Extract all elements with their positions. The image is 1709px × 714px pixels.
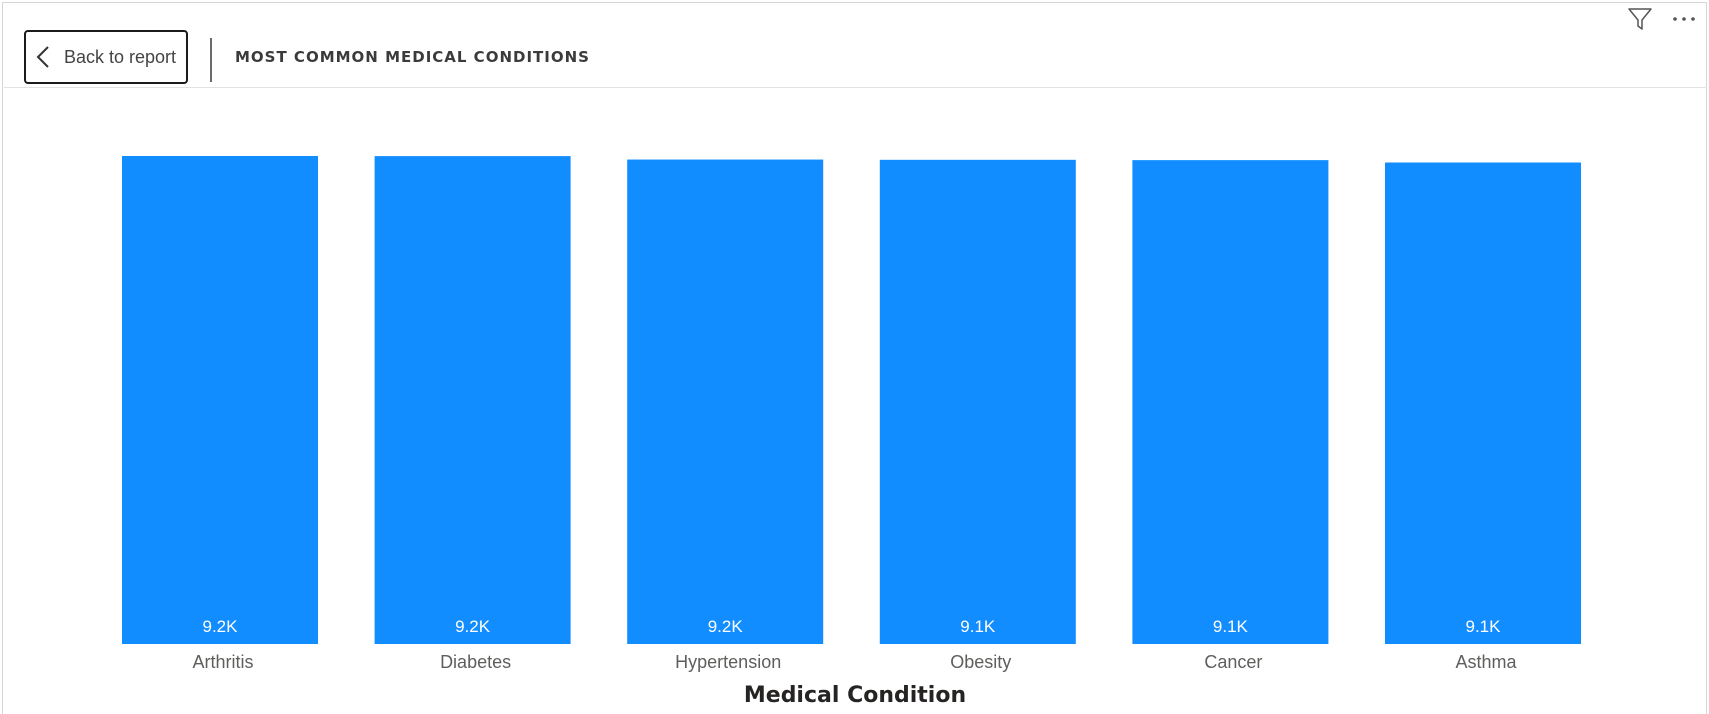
data-label: 9.2K — [708, 617, 744, 636]
data-label: 9.2K — [455, 617, 491, 636]
back-to-report-label: Back to report — [64, 46, 177, 67]
x-axis-title: Medical Condition — [744, 683, 966, 708]
category-tick-label: Cancer — [1204, 652, 1262, 672]
visual-header-icons — [1625, 4, 1699, 34]
category-tick-label: Diabetes — [440, 652, 511, 672]
chevron-left-icon — [32, 43, 54, 71]
bar-obesity[interactable] — [879, 159, 1076, 644]
data-label: 9.1K — [1213, 617, 1249, 636]
more-options-icon[interactable] — [1669, 4, 1699, 34]
category-tick-label: Hypertension — [675, 652, 781, 672]
bar-arthritis[interactable] — [122, 156, 318, 644]
filter-icon[interactable] — [1625, 4, 1655, 34]
bar-hypertension[interactable] — [627, 159, 824, 644]
data-label: 9.2K — [203, 617, 239, 636]
bar-cancer[interactable] — [1132, 160, 1329, 644]
category-tick-label: Obesity — [950, 652, 1011, 672]
back-to-report-button[interactable]: Back to report — [24, 30, 188, 84]
data-label: 9.1K — [1466, 617, 1502, 636]
bar-diabetes[interactable] — [374, 156, 571, 644]
data-label: 9.1K — [960, 617, 996, 636]
category-tick-label: Arthritis — [192, 652, 253, 672]
header-divider — [210, 38, 212, 82]
page-title: MOST COMMON MEDICAL CONDITIONS — [235, 48, 590, 66]
header-separator — [4, 87, 1707, 88]
category-tick-label: Asthma — [1455, 652, 1517, 672]
bar-asthma[interactable] — [1385, 162, 1581, 645]
